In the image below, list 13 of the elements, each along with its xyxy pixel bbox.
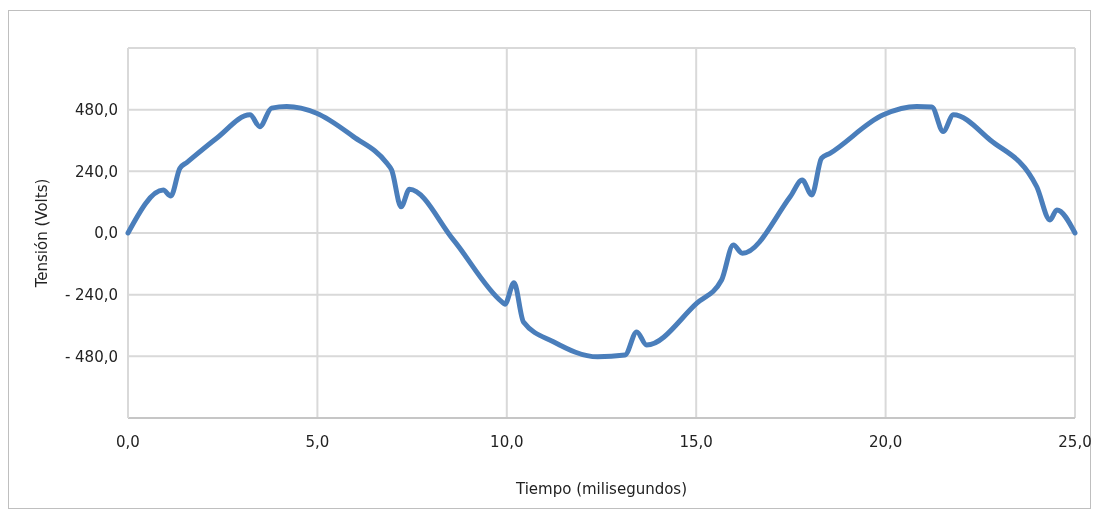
x-tick-label: 20,0: [868, 433, 903, 451]
y-tick-label: 240,0: [75, 162, 118, 181]
y-tick-label: - 480,0: [64, 347, 118, 366]
x-tick-label: 5,0: [305, 433, 330, 451]
y-tick-label: 0,0: [94, 224, 118, 243]
x-axis-title: Tiempo (milisegundos): [514, 480, 688, 498]
x-tick-label: 25,0: [1058, 433, 1092, 451]
y-tick-label: 480,0: [75, 100, 118, 119]
y-tick-label: - 240,0: [64, 285, 118, 304]
x-tick-label: 10,0: [490, 433, 524, 451]
x-tick-label: 15,0: [679, 433, 713, 451]
y-axis-title: Tensión (Volts): [33, 178, 51, 289]
x-tick-label: 0,0: [116, 433, 140, 451]
